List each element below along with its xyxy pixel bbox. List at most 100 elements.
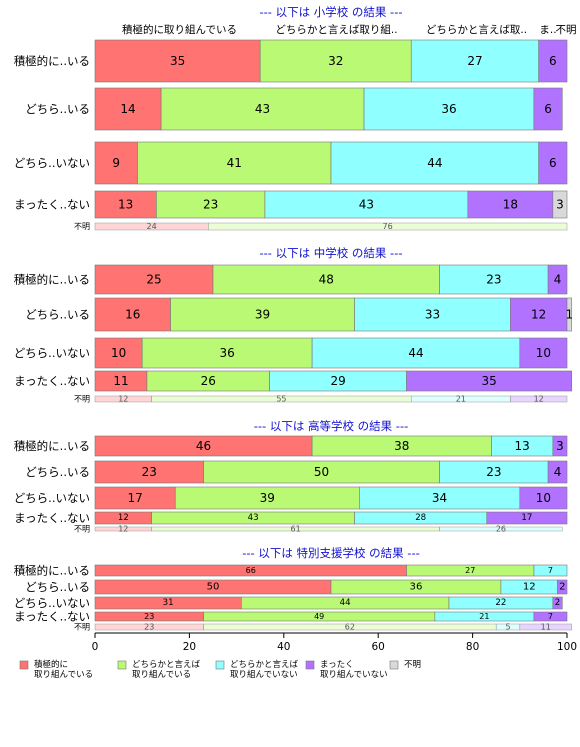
data-label: 50 xyxy=(207,582,220,593)
data-label: 29 xyxy=(330,374,345,388)
missing-segment xyxy=(519,623,572,631)
legend-swatch xyxy=(305,660,315,670)
bar-segment xyxy=(557,579,568,595)
missing-data-label: 24 xyxy=(147,222,157,231)
data-label: 38 xyxy=(394,439,409,453)
bar-segment xyxy=(486,511,568,525)
bar-segment xyxy=(94,39,261,83)
legend-label: どちらかと言えば xyxy=(132,659,201,670)
data-label: 27 xyxy=(467,54,482,68)
bar-segment xyxy=(94,297,171,332)
legend-label: 不明 xyxy=(404,660,421,670)
data-label: 36 xyxy=(410,582,423,593)
panel-title: --- 以下は 小学校 の結果 --- xyxy=(259,5,402,19)
category-label: どちら..いない xyxy=(14,596,90,610)
bar-segment xyxy=(547,460,568,484)
legend-swatch xyxy=(117,660,127,670)
bar-segment xyxy=(363,87,535,131)
missing-data-label: 12 xyxy=(118,525,128,534)
category-label: 積極的に..いる xyxy=(14,54,90,68)
category-label: どちら..いない xyxy=(14,491,90,505)
data-label: 33 xyxy=(425,308,440,322)
missing-segment xyxy=(208,222,568,231)
bar-segment xyxy=(552,596,563,610)
bar-segment xyxy=(519,486,568,510)
data-label: 2 xyxy=(559,582,565,593)
bar-segment xyxy=(538,141,568,185)
panel: --- 以下は 特別支援学校 の結果 ---積極的に..いる 66 27 7どちら..… xyxy=(14,546,572,632)
bar-segment xyxy=(533,87,563,131)
missing-segment xyxy=(510,395,568,403)
bar-segment xyxy=(137,141,332,185)
legend-label: どちらかと言えば xyxy=(230,659,299,670)
data-label: 13 xyxy=(515,439,530,453)
data-label: 23 xyxy=(486,273,501,287)
data-label: 26 xyxy=(201,374,216,388)
data-label: 66 xyxy=(246,566,256,575)
bar-segment xyxy=(538,39,568,83)
bar-segment xyxy=(552,435,568,457)
data-label: 10 xyxy=(111,346,126,360)
legend-label: 積極的に xyxy=(34,659,68,670)
legend-swatch xyxy=(215,660,225,670)
data-label: 32 xyxy=(328,54,343,68)
x-tick-label: 20 xyxy=(183,641,196,653)
column-header: どちらかと言えば取.. xyxy=(426,23,527,36)
data-label: 44 xyxy=(340,598,351,608)
bar-segment xyxy=(354,297,511,332)
data-label: 7 xyxy=(548,566,553,575)
legend-label: 取り組んでいない xyxy=(230,669,298,680)
x-tick-label: 0 xyxy=(92,641,99,653)
data-label: 39 xyxy=(255,308,270,322)
data-label: 48 xyxy=(319,273,334,287)
bar-segment xyxy=(547,264,568,295)
data-label: 12 xyxy=(523,582,536,593)
x-tick-label: 40 xyxy=(277,641,290,653)
bar-segment xyxy=(406,370,573,392)
panel-title: --- 以下は 中学校 の結果 --- xyxy=(259,246,402,260)
column-header: ま.. xyxy=(539,24,556,36)
data-label: 6 xyxy=(544,102,552,116)
panel: --- 以下は 小学校 の結果 --- 積極的に..いる 35 32 27 6 どちら..い… xyxy=(14,5,568,231)
data-label: 4 xyxy=(554,273,562,287)
legend-label: 取り組んでいる xyxy=(132,669,191,680)
missing-label: 不明 xyxy=(74,222,90,231)
data-label: 13 xyxy=(118,198,133,212)
category-label: 積極的に..いる xyxy=(14,564,90,578)
column-header: どちらかと言えば取り組.. xyxy=(275,23,397,36)
data-label: 10 xyxy=(536,491,551,505)
data-label: 28 xyxy=(415,513,426,523)
bar-segment xyxy=(156,190,266,219)
data-label: 43 xyxy=(248,513,259,523)
bar-segment xyxy=(94,264,214,295)
bar-segment xyxy=(533,611,568,622)
bar-segment xyxy=(519,337,568,369)
x-tick-label: 60 xyxy=(372,641,385,653)
data-label: 11 xyxy=(113,374,128,388)
data-label: 2 xyxy=(555,598,561,608)
column-header: 不明 xyxy=(556,24,577,36)
data-label: 44 xyxy=(427,156,442,170)
data-label: 50 xyxy=(314,465,329,479)
category-label: 積極的に..いる xyxy=(14,439,90,453)
data-label: 3 xyxy=(556,198,564,212)
category-label: まったく..ない xyxy=(14,511,90,525)
missing-data-label: 61 xyxy=(291,525,301,534)
bar-segment xyxy=(533,564,568,577)
category-label: まったく..ない xyxy=(14,374,90,388)
data-label: 12 xyxy=(531,308,546,322)
data-label: 6 xyxy=(549,54,557,68)
missing-label: 不明 xyxy=(74,395,90,404)
bar-segment xyxy=(439,264,549,295)
data-label: 35 xyxy=(170,54,185,68)
legend-swatch xyxy=(19,660,29,670)
bar-segment xyxy=(94,190,157,219)
data-label: 36 xyxy=(220,346,235,360)
data-label: 1 xyxy=(566,308,574,322)
bar-segment xyxy=(410,39,539,83)
bar-segment xyxy=(141,337,313,369)
bar-segment xyxy=(94,337,143,369)
x-tick-label: 100 xyxy=(557,641,577,653)
category-label: 積極的に..いる xyxy=(14,273,90,287)
data-label: 4 xyxy=(554,465,562,479)
